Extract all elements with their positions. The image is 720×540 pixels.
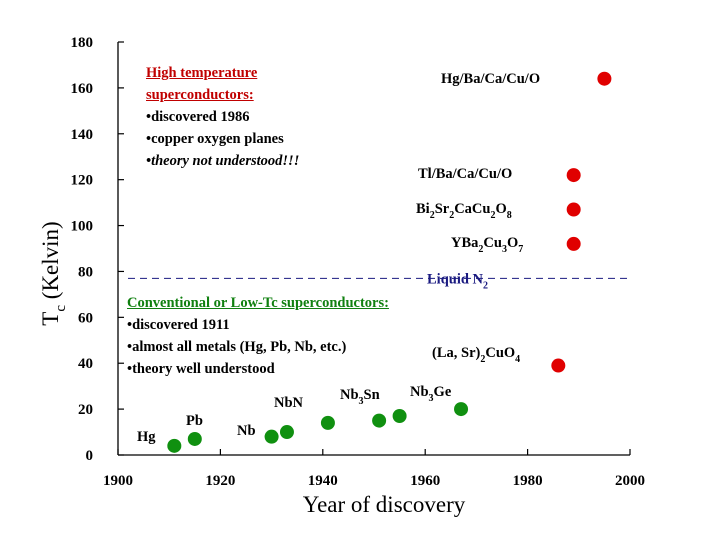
x-axis-title: Year of discovery — [303, 492, 466, 517]
y-axis-title-main: T — [38, 312, 63, 326]
x-tick-label: 1940 — [308, 473, 338, 489]
point-label: Nb3Ge — [410, 384, 452, 404]
point-label: Hg — [137, 429, 156, 445]
point-label: Hg/Ba/Ca/Cu/O — [441, 71, 540, 87]
liquid-n2-label: Liquid N2 — [427, 271, 488, 291]
y-axis-title-unit: (Kelvin) — [38, 221, 63, 305]
point-label: Nb — [237, 423, 256, 439]
y-tick-label: 120 — [71, 173, 94, 189]
conventional-title: Conventional or Low-Tc superconductors: — [127, 295, 389, 311]
y-tick-label: 60 — [78, 310, 93, 326]
x-tick-label: 1960 — [410, 473, 440, 489]
conventional-point — [392, 408, 407, 423]
point-label: Tl/Ba/Ca/Cu/O — [418, 166, 512, 182]
high-temp-title-line2: superconductors: — [146, 87, 254, 103]
y-tick-label: 140 — [71, 127, 94, 143]
x-tick-label: 1920 — [205, 473, 235, 489]
axes — [117, 42, 630, 456]
high-temp-item: •discovered 1986 — [146, 109, 250, 125]
x-tick-label: 1900 — [103, 473, 133, 489]
x-tick-label: 2000 — [615, 473, 645, 489]
y-tick-label: 40 — [78, 356, 93, 372]
high-temp-item: •copper oxygen planes — [146, 131, 284, 147]
liquid-n2-reference: Liquid N2 — [128, 271, 630, 291]
conventional-item: •almost all metals (Hg, Pb, Nb, etc.) — [127, 339, 347, 355]
point-label: Pb — [186, 413, 203, 429]
point-label: YBa2Cu3O7 — [451, 235, 523, 255]
point-label: Nb3Sn — [340, 387, 380, 407]
y-tick-label: 180 — [71, 35, 94, 51]
point-label: (La, Sr)2CuO4 — [432, 345, 520, 365]
y-axis-title-sub: c — [53, 305, 69, 312]
y-axis-title: Tc (Kelvin) — [38, 221, 69, 325]
y-tick-label: 160 — [71, 81, 94, 97]
data-points — [167, 71, 612, 453]
high-tc-point — [551, 358, 566, 373]
high-tc-point — [566, 202, 581, 217]
high-temperature-note: High temperature superconductors: •disco… — [146, 62, 299, 172]
high-tc-point — [566, 168, 581, 183]
conventional-item: •theory well understood — [127, 361, 275, 377]
point-labels: Hg Pb Nb NbN Nb3Sn Nb3Ge (La, Sr)2CuO4 YBa2Cu3O… — [137, 71, 540, 445]
conventional-item: •discovered 1911 — [127, 317, 230, 333]
y-tick-label: 0 — [86, 448, 94, 464]
point-label: Bi2Sr2CaCu2O8 — [416, 201, 512, 221]
conventional-point — [187, 431, 202, 446]
y-tick-label: 100 — [71, 219, 94, 235]
conventional-point — [372, 413, 387, 428]
conventional-point — [264, 429, 279, 444]
high-temp-title-line1: High temperature — [146, 65, 258, 81]
x-tick-label: 1980 — [513, 473, 543, 489]
y-tick-label: 20 — [78, 402, 93, 418]
conventional-point — [454, 402, 469, 417]
conventional-point — [167, 438, 182, 453]
high-tc-point — [566, 236, 581, 251]
conventional-point — [320, 415, 335, 430]
conventional-point — [279, 425, 294, 440]
high-temp-item: •theory not understood!!! — [146, 153, 300, 169]
conventional-note: Conventional or Low-Tc superconductors: … — [127, 292, 389, 380]
high-tc-point — [597, 71, 612, 86]
point-label: NbN — [274, 395, 304, 411]
y-tick-label: 80 — [78, 264, 93, 280]
tick-labels: 0 20 40 60 80 100 120 140 160 180 1900 1920 1940 1960… — [71, 35, 646, 489]
